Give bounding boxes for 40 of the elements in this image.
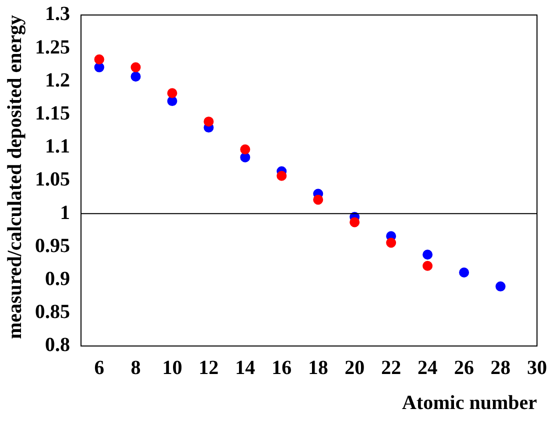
point — [130, 72, 141, 82]
y-tick-label: 1.15 — [35, 102, 70, 124]
point — [276, 170, 287, 181]
point — [496, 281, 506, 292]
point — [94, 54, 104, 64]
point — [204, 116, 214, 127]
x-tick-label: 30 — [527, 357, 547, 380]
point — [313, 194, 324, 205]
y-tick-label: 1.1 — [45, 136, 70, 158]
point — [422, 250, 433, 260]
point — [386, 238, 396, 248]
y-tick-label: 1.2 — [45, 69, 70, 92]
y-tick-label: 0.85 — [35, 301, 70, 324]
x-tick-label: 14 — [235, 357, 256, 380]
x-tick-label: 10 — [162, 357, 182, 380]
x-tick-label: 22 — [381, 357, 402, 380]
y-tick-label: 1.05 — [35, 168, 70, 191]
y-tick-label: 1 — [60, 202, 70, 224]
x-tick-label: 28 — [490, 357, 511, 380]
y-tick-label: 0.95 — [35, 234, 70, 257]
x-tick-label: 18 — [308, 357, 328, 380]
x-tick-label: 24 — [418, 357, 438, 380]
point — [167, 88, 178, 98]
x-tick-label: 6 — [94, 357, 104, 380]
x-tick-label: 8 — [130, 357, 141, 380]
point — [130, 62, 141, 72]
point — [422, 260, 433, 271]
x-tick-label: 16 — [272, 357, 292, 380]
x-tick-label: 20 — [344, 357, 365, 380]
y-tick-label: 0.9 — [45, 268, 70, 290]
x-tick-label: 12 — [198, 357, 219, 380]
x-tick-label: 26 — [454, 357, 474, 380]
point — [459, 268, 470, 278]
y-axis-title: measured/calculated deposited energy — [4, 15, 26, 340]
point — [240, 144, 250, 154]
y-tick-label: 1.3 — [45, 3, 70, 26]
x-axis-title: Atomic number — [402, 392, 538, 414]
y-tick-label: 0.8 — [45, 334, 70, 356]
y-tick-label: 1.25 — [35, 36, 70, 58]
point — [350, 217, 360, 228]
